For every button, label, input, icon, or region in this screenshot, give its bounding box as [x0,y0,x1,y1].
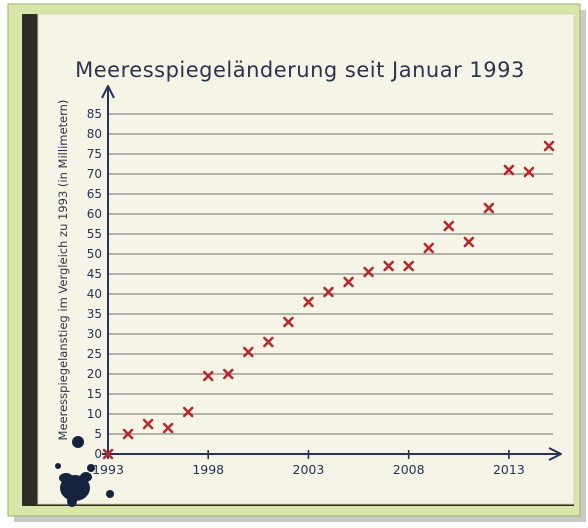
y-tick-label: 60 [87,207,102,221]
data-point [323,286,334,298]
grid-lines [108,113,553,435]
y-tick-label: 50 [87,247,102,261]
data-points [102,140,555,460]
data-point [443,220,455,232]
y-tick-label: 30 [87,327,102,341]
y-tick-label: 55 [87,227,102,241]
y-tick-label: 65 [87,187,102,201]
data-point [162,422,174,434]
y-tick-label: 5 [94,427,102,441]
x-tick-label: 2003 [293,462,325,477]
data-point [283,316,294,328]
y-tick-label: 15 [87,387,102,401]
axes [101,85,562,461]
notebook-page [37,13,575,505]
y-tick-label: 40 [87,287,102,301]
chart-title: Meeresspiegeländerung seit Januar 1993 [75,58,525,82]
y-tick-label: 45 [87,267,102,281]
data-point [202,370,214,382]
x-axis-arrow [548,447,562,461]
data-point [503,164,515,176]
data-point [383,260,394,272]
y-tick-label: 25 [87,347,102,361]
data-point [122,428,134,440]
x-tick-label: 1993 [92,462,124,477]
x-tick-labels: 1993 1998 2003 2008 2013 [92,450,525,477]
data-point [102,448,114,460]
data-point [243,346,254,358]
data-point [182,406,194,418]
data-point [403,260,414,272]
y-tick-label: 0 [94,447,102,461]
data-point [523,166,535,178]
y-tick-label: 35 [87,307,102,321]
data-point [142,418,154,430]
y-tick-label: 20 [87,367,102,381]
data-point [303,296,314,308]
y-axis-arrow [101,85,115,99]
data-point [222,368,234,380]
data-point [263,336,274,348]
x-tick-label: 2013 [493,462,525,477]
y-tick-label: 80 [87,127,102,141]
x-tick-label: 2008 [393,462,425,477]
y-tick-labels: 0 5 10 15 20 25 30 35 40 45 50 55 60 65 70 75 80 85 [87,107,102,461]
data-point [343,276,354,288]
data-point [483,202,495,214]
data-point [423,242,435,254]
y-tick-label: 75 [87,147,102,161]
y-tick-label: 85 [87,107,102,121]
data-point [543,140,555,152]
data-point [363,266,374,278]
data-point [463,236,475,248]
y-axis-label: Meeresspiegelanstieg im Vergleich zu 199… [56,100,70,441]
ink-blot-decoration [55,436,114,507]
y-tick-label: 70 [87,167,102,181]
x-tick-label: 1998 [192,462,224,477]
y-tick-label: 10 [87,407,102,421]
